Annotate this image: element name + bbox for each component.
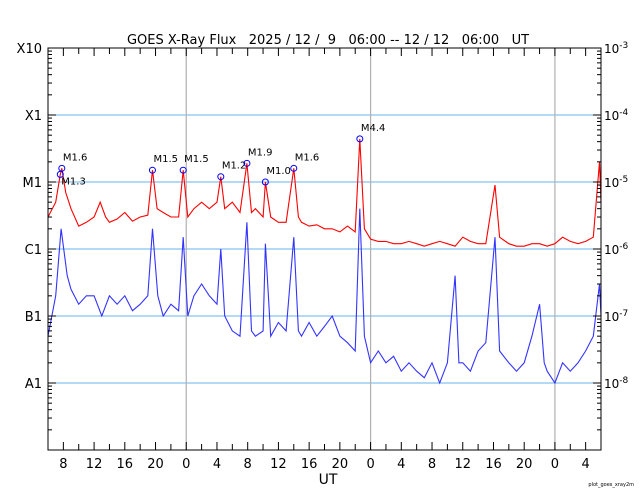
y-tick-label-right: 10-3 <box>604 41 628 56</box>
x-tick-label: 20 <box>516 457 533 472</box>
flare-label: M1.6 <box>295 152 320 163</box>
y-tick-label-left: C1 <box>25 243 42 258</box>
flare-label: M1.2 <box>222 161 247 172</box>
series-line-long <box>47 138 602 247</box>
x-axis-label: UT <box>319 472 338 488</box>
flare-label: M1.6 <box>63 152 88 163</box>
x-tick-label: 0 <box>366 457 374 472</box>
flare-marker <box>179 166 187 174</box>
x-tick-label: 20 <box>147 457 164 472</box>
y-tick-label-right: 10-5 <box>604 175 628 190</box>
flare-marker <box>356 135 364 143</box>
flare-label: M1.5 <box>153 154 178 165</box>
footer-label: plot_goes_xray2m <box>588 482 634 488</box>
x-tick-label: 12 <box>270 457 287 472</box>
flare-label: M1.5 <box>184 154 209 165</box>
y-tick-base: 10 <box>604 243 619 257</box>
x-tick-label: 16 <box>485 457 502 472</box>
chart-title: GOES X-Ray Flux 2025 / 12 / 9 06:00 -- 1… <box>127 33 529 48</box>
x-tick-label: 12 <box>454 457 471 472</box>
y-tick-exponent: -3 <box>619 41 628 51</box>
flare-marker <box>217 173 225 181</box>
y-tick-label-left: B1 <box>25 310 42 325</box>
y-tick-base: 10 <box>604 377 619 391</box>
flare-label: M1.0 <box>266 166 291 177</box>
x-tick-label: 4 <box>581 457 589 472</box>
x-tick-label: 8 <box>428 457 436 472</box>
flare-marker <box>56 170 64 178</box>
flare-label: M1.9 <box>248 147 273 158</box>
y-tick-exponent: -8 <box>619 376 628 386</box>
flare-marker <box>148 166 156 174</box>
y-tick-label-left: X10 <box>17 42 42 57</box>
y-tick-base: 10 <box>604 176 619 190</box>
x-tick-label: 16 <box>117 457 134 472</box>
flare-marker <box>243 159 251 167</box>
y-tick-base: 10 <box>604 109 619 123</box>
x-tick-label: 20 <box>332 457 349 472</box>
y-tick-exponent: -4 <box>619 108 628 118</box>
x-tick-label: 16 <box>301 457 318 472</box>
flare-label: M4.4 <box>361 123 386 134</box>
y-tick-label-left: X1 <box>25 109 42 124</box>
y-tick-label-left: A1 <box>25 377 42 392</box>
x-tick-label: 8 <box>244 457 252 472</box>
y-tick-label-right: 10-7 <box>604 309 628 324</box>
y-tick-exponent: -6 <box>619 242 628 252</box>
y-tick-exponent: -5 <box>619 175 628 185</box>
series-layer <box>47 138 602 385</box>
x-tick-label: 0 <box>182 457 190 472</box>
flare-marker <box>290 164 298 172</box>
x-tick-label: 4 <box>213 457 221 472</box>
series-line-short <box>47 208 602 385</box>
x-tick-label: 0 <box>551 457 559 472</box>
y-tick-label-left: M1 <box>23 176 43 191</box>
x-tick-label: 12 <box>86 457 103 472</box>
y-tick-exponent: -7 <box>619 309 628 319</box>
y-tick-label-right: 10-4 <box>604 108 629 123</box>
x-tick-label: 8 <box>59 457 67 472</box>
flare-markers: M1.6 M1.3 M1.5 M1.5 M1.2M1.9 M1.0 M1.6 M4.4 <box>56 123 386 187</box>
y-tick-base: 10 <box>604 310 619 324</box>
flare-label: M1.3 <box>61 176 86 187</box>
y-tick-label-right: 10-8 <box>604 376 629 391</box>
flare-marker <box>261 178 269 186</box>
x-tick-label: 4 <box>397 457 405 472</box>
y-tick-base: 10 <box>604 42 619 56</box>
y-tick-label-right: 10-6 <box>604 242 629 257</box>
grid <box>48 48 601 450</box>
